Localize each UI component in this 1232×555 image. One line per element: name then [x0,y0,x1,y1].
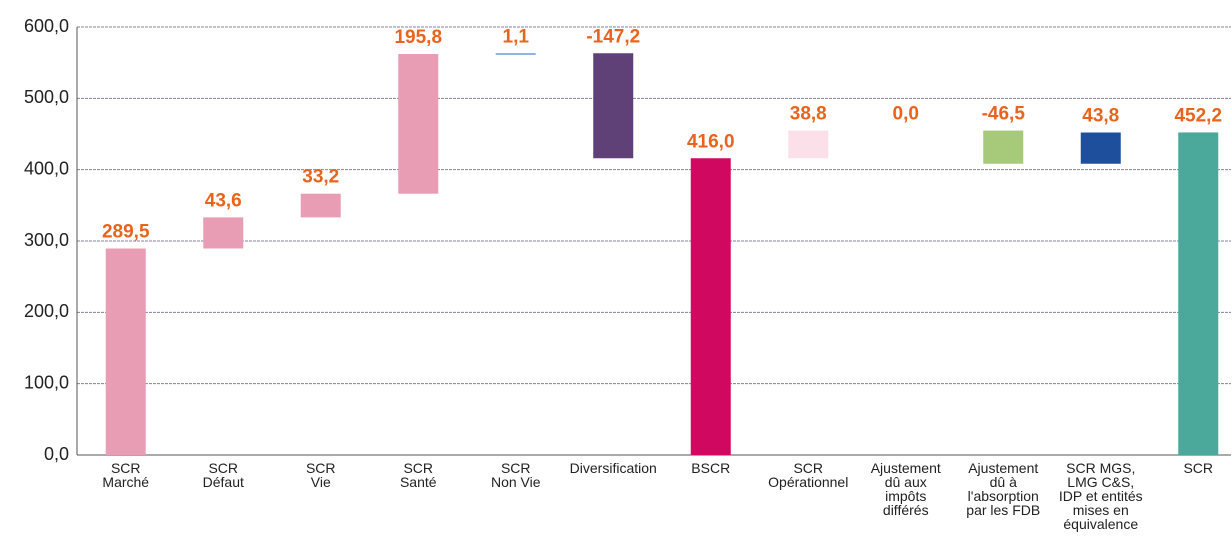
y-tick-label: 300,0 [24,230,69,250]
y-tick-label: 500,0 [24,87,69,107]
x-tick-label: SCR Non Vie [491,460,541,490]
bar [788,130,829,159]
x-tick-label: Diversification [570,460,657,476]
x-tick-label: SCR [1183,460,1213,476]
x-tick-label: SCR Marché [102,460,149,490]
value-label: 43,6 [205,190,242,211]
y-tick-label: 600,0 [24,16,69,36]
x-tick-label: Ajustement dû à l'absorption par les FDB [966,460,1040,518]
bar [105,248,146,455]
bar [593,53,634,159]
value-label: 452,2 [1174,105,1222,126]
bar [300,193,341,218]
y-tick-label: 0,0 [44,444,69,464]
x-tick-label: SCR Opérationnel [768,460,848,490]
value-label: 1,1 [503,26,530,47]
value-label: -147,2 [586,26,640,47]
value-label: 195,8 [394,27,442,48]
value-label: 416,0 [687,131,735,152]
bar [398,54,439,194]
bar [203,217,244,249]
value-label: 38,8 [790,104,827,125]
value-label: 289,5 [102,222,150,243]
value-label: -46,5 [982,104,1026,125]
y-tick-label: 400,0 [24,158,69,178]
y-tick-label: 100,0 [24,372,69,392]
y-tick-label: 200,0 [24,301,69,321]
bar [983,130,1024,164]
bar [495,53,536,55]
bar [1178,132,1219,455]
value-label: 43,8 [1082,106,1119,127]
x-tick-label: SCR MGS, LMG C&S, IDP et entités mises en éq… [1059,460,1143,532]
bar [1080,132,1121,164]
x-tick-label: SCR Défaut [203,460,244,490]
value-label: 33,2 [302,167,339,188]
x-tick-label: BSCR [691,460,730,476]
x-tick-label: SCR Vie [306,460,336,490]
x-tick-label: SCR Santé [400,460,437,490]
bar [690,158,731,455]
x-tick-label: Ajustement dû aux impôts différés [871,460,941,518]
value-label: 0,0 [893,104,919,125]
